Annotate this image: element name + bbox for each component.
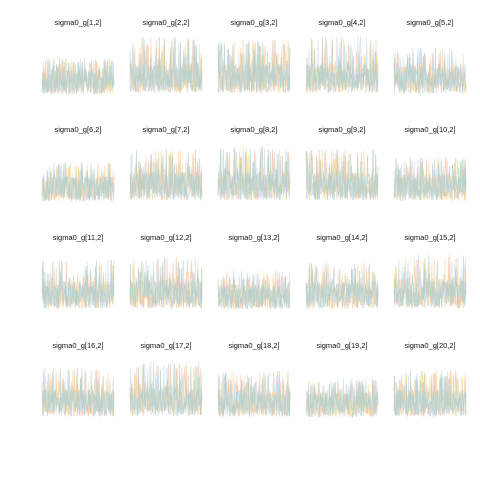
chain-trace-line xyxy=(393,254,467,309)
trace-panel: sigma0_g[3,2] xyxy=(217,18,291,94)
chain-trace-line xyxy=(41,58,115,95)
trace-panel: sigma0_g[11,2] xyxy=(41,233,115,309)
chain-trace-line xyxy=(129,261,203,310)
panel-title: sigma0_g[4,2] xyxy=(318,18,365,27)
trace-panel: sigma0_g[7,2] xyxy=(129,125,203,201)
trace-panel: sigma0_g[17,2] xyxy=(129,341,203,417)
trace-panel: sigma0_g[8,2] xyxy=(217,125,291,201)
chain-trace-line xyxy=(129,149,203,201)
panel-title: sigma0_g[7,2] xyxy=(142,125,189,134)
panel-title: sigma0_g[11,2] xyxy=(53,233,104,242)
trace-panel: sigma0_g[2,2] xyxy=(129,18,203,94)
panel-title: sigma0_g[10,2] xyxy=(404,125,455,134)
chain-trace-line xyxy=(217,270,291,310)
chain-trace-line xyxy=(129,36,203,93)
panel-title: sigma0_g[2,2] xyxy=(142,18,189,27)
trace-panel: sigma0_g[9,2] xyxy=(305,125,379,201)
chain-trace-line xyxy=(217,370,291,418)
panel-title: sigma0_g[12,2] xyxy=(140,233,191,242)
trace-panel: sigma0_g[15,2] xyxy=(393,233,467,309)
panel-title: sigma0_g[15,2] xyxy=(404,233,455,242)
panel-title: sigma0_g[9,2] xyxy=(318,125,365,134)
chain-trace-line xyxy=(129,363,203,417)
trace-panel: sigma0_g[19,2] xyxy=(305,341,379,419)
trace-panel: sigma0_g[16,2] xyxy=(41,341,115,418)
chain-trace-line xyxy=(217,39,291,94)
trace-panel: sigma0_g[14,2] xyxy=(305,233,379,310)
panel-title: sigma0_g[13,2] xyxy=(228,233,279,242)
chain-trace-line xyxy=(217,147,291,200)
chain-trace-line xyxy=(305,262,379,310)
panel-title: sigma0_g[5,2] xyxy=(406,18,453,27)
chain-trace-line xyxy=(217,272,291,310)
trace-panel: sigma0_g[5,2] xyxy=(393,18,467,94)
panel-title: sigma0_g[8,2] xyxy=(230,125,277,134)
chain-trace-line xyxy=(305,378,379,418)
panel-title: sigma0_g[16,2] xyxy=(52,341,103,350)
chain-trace-line xyxy=(305,149,379,201)
chain-trace-line xyxy=(41,368,115,417)
trace-panel: sigma0_g[10,2] xyxy=(393,125,467,201)
panel-title: sigma0_g[17,2] xyxy=(140,341,191,350)
chain-trace-line xyxy=(41,162,115,202)
chain-trace-line xyxy=(393,254,467,308)
chain-trace-line xyxy=(393,157,467,201)
trace-panel: sigma0_g[4,2] xyxy=(305,18,379,94)
panel-title: sigma0_g[20,2] xyxy=(404,341,455,350)
chain-trace-line xyxy=(393,47,467,94)
panel-title: sigma0_g[18,2] xyxy=(228,341,279,350)
trace-panel: sigma0_g[20,2] xyxy=(393,341,467,417)
panel-title: sigma0_g[1,2] xyxy=(54,18,101,27)
panel-title: sigma0_g[3,2] xyxy=(230,18,277,27)
trace-panel: sigma0_g[18,2] xyxy=(217,341,291,418)
chain-trace-line xyxy=(305,263,379,310)
panel-title: sigma0_g[14,2] xyxy=(316,233,367,242)
trace-panel: sigma0_g[12,2] xyxy=(129,233,203,310)
panel-title: sigma0_g[19,2] xyxy=(316,341,367,350)
chain-trace-line xyxy=(41,260,115,309)
trace-panel: sigma0_g[13,2] xyxy=(217,233,291,310)
chain-trace-line xyxy=(305,37,379,93)
trace-panel: sigma0_g[1,2] xyxy=(41,18,115,95)
chain-trace-line xyxy=(305,379,379,419)
chain-trace-line xyxy=(393,370,467,417)
trace-panel: sigma0_g[6,2] xyxy=(41,125,115,203)
panel-title: sigma0_g[6,2] xyxy=(54,125,101,134)
